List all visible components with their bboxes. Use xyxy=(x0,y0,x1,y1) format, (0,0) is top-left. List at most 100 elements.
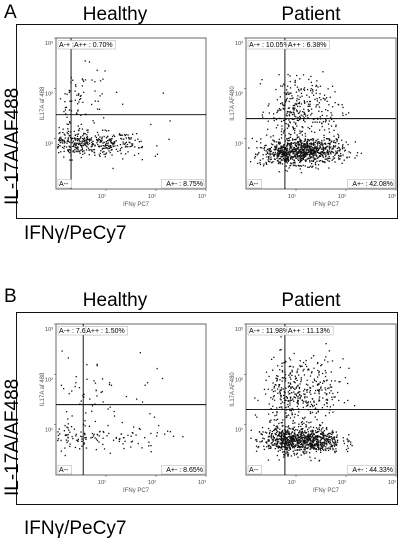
scatter-point xyxy=(271,162,273,164)
scatter-point xyxy=(298,112,301,114)
scatter-point xyxy=(259,162,261,164)
scatter-point xyxy=(75,150,77,152)
scatter-point xyxy=(97,100,99,102)
scatter-point xyxy=(98,154,100,156)
scatter-point xyxy=(318,160,320,162)
scatter-point xyxy=(287,443,290,445)
scatter-point xyxy=(71,390,73,392)
scatter-point xyxy=(330,436,332,438)
scatter-point xyxy=(83,443,85,445)
scatter-point xyxy=(264,431,267,433)
scatter-point xyxy=(312,143,314,145)
quadrant-label-bottom-right: A+- : 8.75% xyxy=(166,181,203,188)
scatter-point xyxy=(290,133,292,136)
scatter-point xyxy=(334,102,336,104)
scatter-point xyxy=(61,140,64,142)
scatter-point xyxy=(326,159,329,161)
scatter-point xyxy=(274,390,276,392)
scatter-point xyxy=(293,447,295,449)
scatter-point xyxy=(315,427,318,429)
scatter-point xyxy=(277,392,279,394)
scatter-point xyxy=(305,150,307,152)
scatter-point xyxy=(299,118,301,121)
scatter-point xyxy=(79,403,81,405)
scatter-point xyxy=(306,438,308,440)
scatter-point xyxy=(257,446,259,449)
scatter-point xyxy=(288,111,290,113)
scatter-point xyxy=(288,393,290,395)
scatter-point xyxy=(296,153,299,155)
scatter-point xyxy=(304,138,306,141)
scatter-point xyxy=(288,148,290,150)
scatter-point xyxy=(319,85,322,87)
scatter-point xyxy=(279,141,281,143)
scatter-point xyxy=(322,155,324,157)
scatter-point xyxy=(325,97,328,99)
scatter-point xyxy=(275,439,277,441)
scatter-point xyxy=(282,152,284,154)
scatter-point xyxy=(289,87,292,89)
scatter-point xyxy=(311,431,314,433)
scatter-point xyxy=(98,108,101,110)
scatter-point xyxy=(110,149,112,151)
scatter-point xyxy=(320,143,322,146)
scatter-point xyxy=(328,152,330,154)
scatter-point xyxy=(297,116,299,119)
scatter-point xyxy=(286,138,288,140)
scatter-point xyxy=(75,144,77,146)
scatter-point xyxy=(305,426,307,428)
scatter-point xyxy=(315,430,317,432)
scatter-point xyxy=(285,151,287,153)
scatter-point xyxy=(288,374,290,376)
scatter-point xyxy=(295,437,297,439)
scatter-point xyxy=(296,429,299,431)
scatter-point xyxy=(100,150,102,152)
scatter-point xyxy=(295,165,297,167)
scatter-point xyxy=(291,399,293,401)
scatter-point xyxy=(293,108,295,110)
scatter-point xyxy=(280,443,282,445)
scatter-point xyxy=(254,397,256,399)
scatter-point xyxy=(299,78,301,80)
scatter-point xyxy=(299,393,301,396)
scatter-point xyxy=(315,380,317,383)
scatter-point xyxy=(299,150,301,153)
scatter-point xyxy=(129,142,131,144)
scatter-point xyxy=(81,445,83,447)
scatter-point xyxy=(280,120,283,122)
quadrant-label-bottom-left: A-- xyxy=(59,181,69,188)
scatter-point xyxy=(96,433,98,436)
scatter-point xyxy=(280,109,282,111)
scatter-point xyxy=(318,447,320,449)
scatter-point xyxy=(94,437,96,439)
scatter-point xyxy=(60,450,62,452)
scatter-point xyxy=(73,130,75,133)
scatter-point xyxy=(274,146,277,149)
scatter-point xyxy=(320,449,322,452)
scatter-point xyxy=(80,94,82,97)
scatter-point xyxy=(322,427,324,429)
scatter-point xyxy=(335,450,337,452)
scatter-point xyxy=(287,156,289,158)
scatter-point xyxy=(338,143,340,145)
group-title-patient-b: Patient xyxy=(281,290,341,311)
scatter-point xyxy=(332,106,334,108)
scatter-point xyxy=(324,147,327,149)
scatter-point xyxy=(297,397,299,399)
scatter-point xyxy=(309,154,311,156)
scatter-point xyxy=(311,160,313,162)
scatter-point xyxy=(68,429,70,431)
scatter-point xyxy=(299,105,301,108)
scatter-point xyxy=(321,122,323,125)
scatter-point xyxy=(303,441,305,443)
scatter-point xyxy=(311,445,313,447)
scatter-point xyxy=(87,131,89,133)
scatter-point xyxy=(273,356,275,358)
scatter-point xyxy=(302,111,304,113)
scatter-point xyxy=(313,158,316,160)
scatter-point xyxy=(272,154,275,156)
scatter-point xyxy=(318,396,321,398)
scatter-point xyxy=(281,125,283,127)
scatter-point xyxy=(328,131,331,133)
scatter-point xyxy=(291,111,293,114)
